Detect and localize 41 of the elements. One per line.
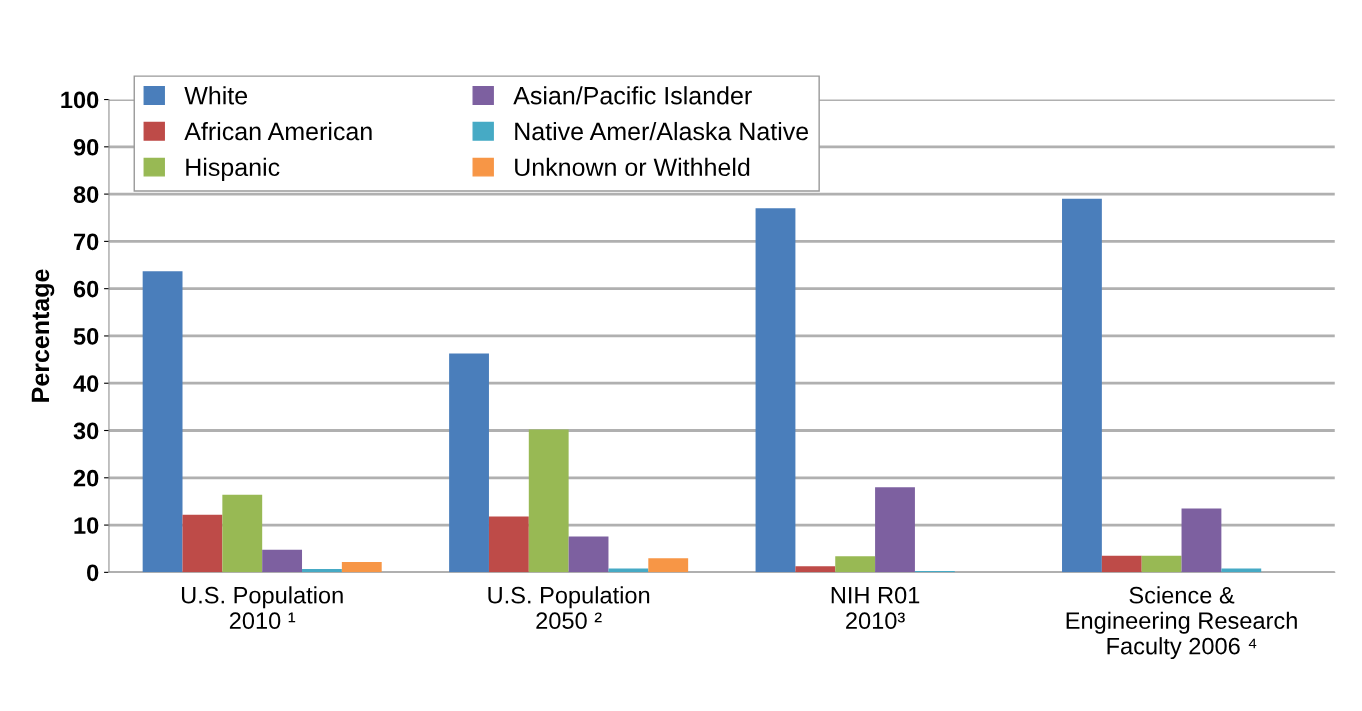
bar: [182, 514, 223, 573]
y-tick-label: 100: [61, 91, 99, 109]
bar: [488, 516, 529, 573]
bar: [341, 561, 382, 573]
y-tick-label: 20: [73, 469, 99, 487]
y-tick-label: 60: [73, 280, 99, 298]
bar: [648, 558, 689, 573]
bar: [449, 353, 489, 573]
y-tick-label: 30: [73, 422, 99, 440]
x-tick-label: U.S. Population 2050 ²: [488, 586, 650, 630]
y-tick-label: 0: [87, 564, 99, 582]
bar: [262, 549, 303, 573]
y-tick-label: 90: [73, 138, 99, 156]
legend-label: African American: [184, 121, 372, 141]
bar: [795, 566, 836, 573]
legend-label: Asian/Pacific Islander: [513, 86, 752, 105]
y-tick-label: 10: [74, 517, 99, 534]
legend-label: Hispanic: [186, 157, 280, 182]
y-tick-label: 70: [73, 233, 99, 251]
bar: [302, 569, 342, 573]
y-tick-label: 50: [73, 328, 99, 345]
x-tick-label: Science & Engineering Research Faculty 2006 ⁴: [1066, 586, 1297, 660]
legend-label: Unknown or Withheld: [515, 157, 750, 177]
bar: [1062, 198, 1102, 573]
bar: [528, 429, 569, 573]
x-tick-label: U.S. Population 2010 ¹: [181, 586, 343, 630]
x-tick-label: NIH R01 2010³: [831, 586, 920, 630]
legend-label: Native Amer/Alaska Native: [515, 121, 809, 141]
y-tick-label: 40: [73, 375, 99, 393]
bar: [1181, 508, 1222, 573]
legend-label: White: [184, 86, 248, 105]
bar: [568, 536, 609, 573]
bar: [835, 556, 876, 573]
bar: [1141, 555, 1182, 573]
bar: [142, 271, 183, 573]
bar: [1101, 555, 1142, 573]
y-axis-title: Percentage: [31, 269, 55, 402]
bar: [222, 494, 263, 573]
bar: [875, 487, 915, 573]
y-tick-label: 80: [73, 186, 99, 203]
bar: [755, 208, 796, 573]
